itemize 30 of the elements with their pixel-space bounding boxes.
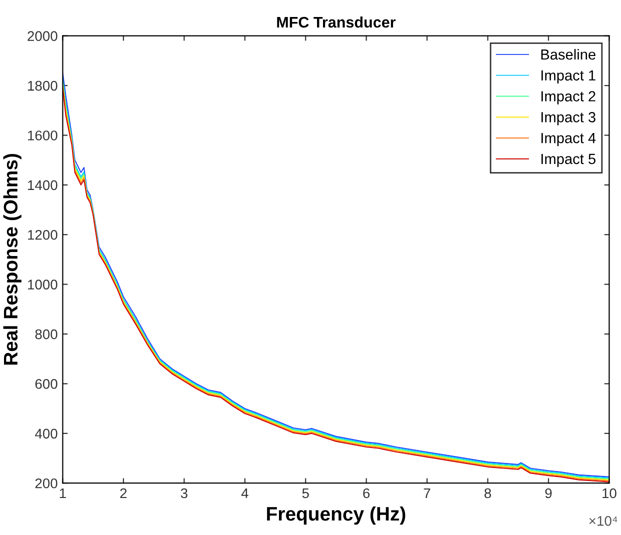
legend-label: Impact 3 bbox=[541, 112, 596, 126]
legend-label: Impact 5 bbox=[541, 154, 596, 167]
x-tick-label: 9 bbox=[545, 488, 552, 498]
x-tick-label: 8 bbox=[484, 488, 492, 498]
legend-label: Impact 2 bbox=[541, 91, 596, 104]
x-tick-label: 4 bbox=[241, 488, 248, 498]
y-axis-title: Real Response (Ohms) bbox=[3, 154, 22, 365]
x-tick-label: 2 bbox=[120, 488, 127, 498]
y-tick-label: 1000 bbox=[28, 280, 58, 290]
y-tick-label: 1600 bbox=[28, 130, 58, 140]
legend-label: Impact 4 bbox=[541, 133, 596, 146]
text: ×10⁴ bbox=[589, 516, 618, 526]
y-tick-label: 600 bbox=[35, 379, 58, 389]
legend-label: Baseline bbox=[541, 48, 596, 60]
y-tick-label: 1800 bbox=[28, 80, 58, 91]
y-tick-label: 400 bbox=[35, 428, 58, 439]
y-tick-label: 1400 bbox=[28, 180, 58, 190]
x-tick-label: 1 bbox=[60, 488, 66, 498]
x-axis-title: Frequency (Hz) bbox=[267, 506, 406, 525]
y-tick-label: 200 bbox=[35, 478, 58, 488]
y-tick-label: 1200 bbox=[28, 230, 58, 240]
y-tick-label: 800 bbox=[35, 329, 58, 340]
x-tick-label: 7 bbox=[424, 488, 430, 498]
y-tick-label: 2000 bbox=[28, 31, 58, 42]
x-tick-label: 3 bbox=[180, 488, 188, 498]
x-tick-label: 5 bbox=[302, 488, 309, 498]
chart-title: MFC Transducer bbox=[277, 16, 396, 28]
x-tick-label: 10 bbox=[602, 488, 616, 498]
legend-label: Impact 1 bbox=[541, 70, 596, 84]
x-tick-label: 6 bbox=[363, 488, 370, 498]
